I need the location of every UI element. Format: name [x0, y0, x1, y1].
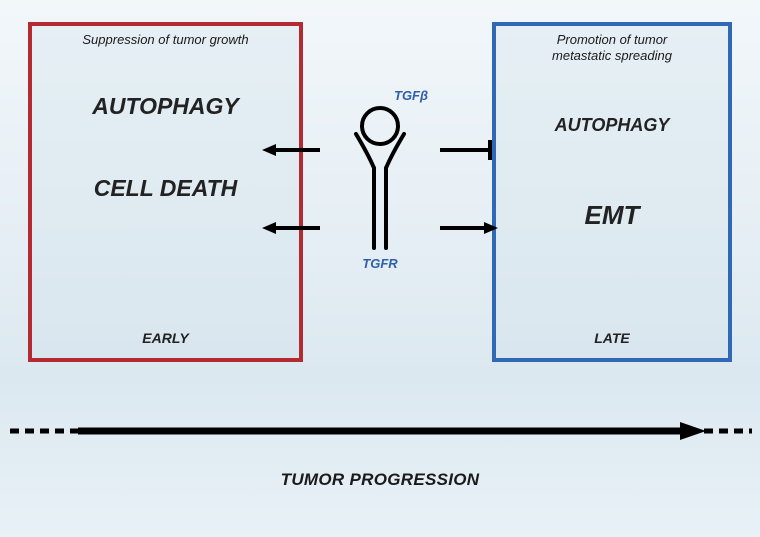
right-panel: Promotion of tumor metastatic spreading … — [492, 22, 732, 362]
right-term-emt: EMT — [496, 200, 728, 231]
arrow-right-lower-icon — [438, 218, 498, 238]
left-term-cell-death: CELL DEATH — [32, 175, 299, 202]
tgfb-label: TGFβ — [394, 88, 428, 103]
left-term-autophagy: AUTOPHAGY — [32, 93, 299, 120]
arrow-left-upper-icon — [262, 140, 322, 160]
right-panel-title: Promotion of tumor metastatic spreading — [496, 32, 728, 65]
arrow-right-upper-icon — [438, 138, 498, 162]
tumor-progression-arrow-icon — [0, 416, 760, 446]
tgfr-label: TGFR — [362, 256, 397, 271]
right-panel-footer: LATE — [496, 330, 728, 346]
left-panel-title: Suppression of tumor growth — [32, 32, 299, 47]
left-panel: Suppression of tumor growth AUTOPHAGY CE… — [28, 22, 303, 362]
right-term-autophagy: AUTOPHAGY — [496, 115, 728, 136]
left-panel-footer: EARLY — [32, 330, 299, 346]
right-title-line2: metastatic spreading — [552, 48, 672, 63]
receptor-figure-icon — [320, 98, 440, 278]
tumor-progression-label: TUMOR PROGRESSION — [281, 470, 480, 490]
arrow-left-lower-icon — [262, 218, 322, 238]
right-title-line1: Promotion of tumor — [557, 32, 668, 47]
